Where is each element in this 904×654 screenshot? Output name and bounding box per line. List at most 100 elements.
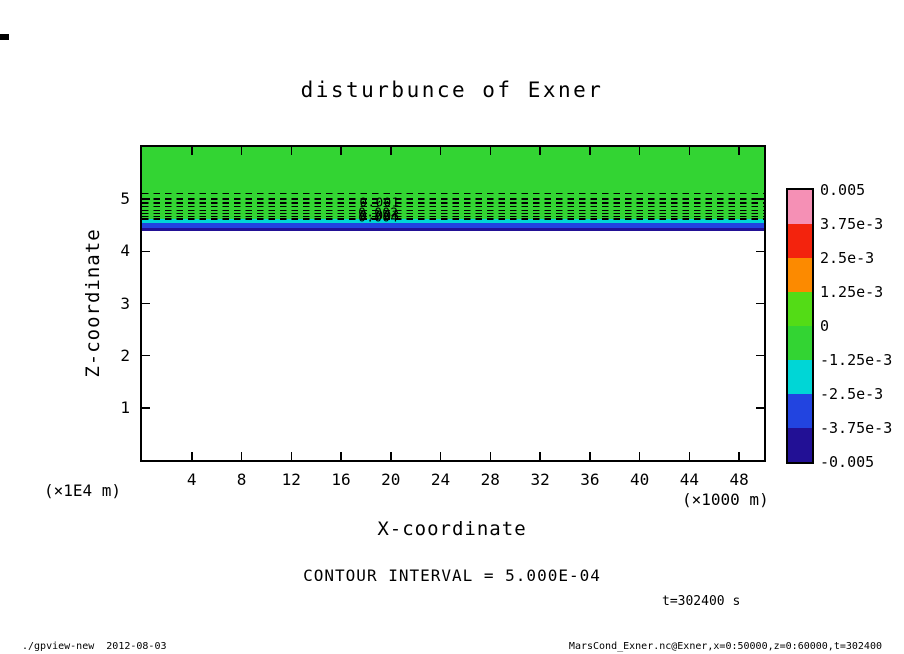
dashed-contour-line (142, 198, 764, 200)
tone-band (142, 230, 764, 460)
x-tick-mark (439, 452, 442, 460)
y-tick-mark (756, 250, 764, 253)
dashed-contour-line (142, 215, 764, 218)
y-tick-mark (142, 354, 150, 357)
x-tick-mark (738, 452, 740, 460)
x-tick-label: 32 (530, 470, 550, 489)
y-tick-label: 3 (120, 293, 130, 313)
colorbar-tick-label: 0 (820, 317, 830, 335)
colorbar (786, 188, 814, 464)
x-tick-mark (589, 452, 591, 460)
footer-tool-version: ./gpview-new 2012-08-03 (22, 641, 167, 652)
x-tick-mark (290, 147, 293, 155)
x-tick-mark (489, 147, 492, 155)
colorbar-segment (788, 258, 812, 292)
y-axis-unit-note: (×1E4 m) (44, 481, 122, 500)
x-tick-mark (191, 147, 193, 155)
y-tick-label: 1 (120, 397, 130, 417)
colorbar-tick-label: 1.25e-3 (820, 283, 884, 301)
chart-title: disturbunce of Exner (300, 78, 604, 102)
y-tick-label: 4 (120, 241, 130, 261)
y-tick-label: 2 (120, 345, 130, 365)
contour-label: 0.001 (359, 194, 400, 210)
x-tick-mark (340, 452, 342, 460)
x-tick-mark (340, 147, 342, 155)
x-tick-mark (390, 452, 392, 460)
colorbar-segment (788, 428, 812, 462)
colorbar-tick-label: 2.5e-3 (820, 249, 875, 267)
colorbar-tick-label: -0.005 (820, 453, 875, 471)
x-tick-mark (589, 147, 591, 155)
time-annotation: t=302400 s (662, 594, 741, 609)
footer-data-source: MarsCond_Exner.nc@Exner,x=0:50000,z=0:60… (568, 641, 882, 652)
x-tick-mark (290, 452, 293, 460)
x-tick-mark (638, 147, 641, 155)
colorbar-segment (788, 326, 812, 360)
x-tick-label: 20 (381, 470, 401, 489)
plot-area: 0.001 0.002 0.003 0.004 (140, 145, 766, 462)
y-tick-mark (142, 302, 150, 305)
x-tick-label: 48 (729, 470, 749, 489)
x-tick-label: 40 (629, 470, 650, 489)
y-tick-mark (756, 407, 764, 409)
x-tick-label: 36 (580, 470, 600, 489)
y-tick-mark (756, 354, 764, 357)
dashed-contour-line (142, 202, 764, 204)
y-tick-mark (142, 250, 150, 253)
colorbar-segment (788, 224, 812, 258)
x-tick-label: 24 (430, 470, 451, 489)
tone-band (142, 227, 764, 231)
dashed-contour-line (142, 212, 764, 215)
y-tick-mark (756, 302, 764, 305)
y-tick-label: 5 (120, 189, 130, 209)
dashed-contour-line (142, 209, 764, 211)
x-tick-mark (688, 147, 691, 155)
contour-interval-note: CONTOUR INTERVAL = 5.000E-04 (303, 566, 601, 585)
y-tick-mark (142, 407, 150, 409)
x-tick-mark (688, 452, 691, 460)
x-tick-mark (240, 452, 243, 460)
x-tick-mark (390, 147, 392, 155)
colorbar-segment (788, 292, 812, 326)
y-tick-mark (756, 198, 764, 200)
stray-mark (0, 34, 9, 40)
x-tick-mark (489, 452, 492, 460)
x-tick-mark (539, 147, 541, 155)
colorbar-tick-label: 0.005 (820, 181, 866, 199)
tone-bands-layer (142, 147, 764, 460)
x-axis-label: X-coordinate (377, 518, 527, 540)
contour-label: 0.002 (358, 204, 399, 220)
contour-lines-layer (142, 147, 764, 460)
dashed-contour-line (142, 192, 764, 195)
colorbar-tick-label: -1.25e-3 (820, 351, 893, 369)
colorbar-tick-label: 3.75e-3 (820, 215, 884, 233)
colorbar-segment (788, 360, 812, 394)
colorbar-tick-label: -2.5e-3 (820, 385, 884, 403)
dashed-contour-line (142, 218, 764, 220)
x-tick-mark (439, 147, 442, 155)
x-tick-mark (638, 452, 641, 460)
contour-label: 0.003 (359, 207, 400, 223)
x-tick-mark (539, 452, 541, 460)
contour-labels-layer: 0.001 0.002 0.003 0.004 (142, 147, 764, 460)
contour-label: 0.004 (358, 209, 399, 225)
x-tick-label: 8 (236, 470, 247, 489)
x-tick-mark (738, 147, 740, 155)
x-tick-mark (191, 452, 193, 460)
x-tick-mark (240, 147, 243, 155)
y-tick-mark (142, 198, 150, 200)
x-tick-label: 12 (281, 470, 301, 489)
colorbar-tick-label: -3.75e-3 (820, 419, 893, 437)
x-tick-label: 44 (679, 470, 699, 489)
x-tick-label: 28 (480, 470, 500, 489)
x-tick-label: 4 (186, 470, 197, 489)
colorbar-segment (788, 394, 812, 428)
x-axis-unit-note: (×1000 m) (682, 490, 769, 509)
axis-ticks-layer (142, 147, 764, 460)
colorbar-segment (788, 190, 812, 224)
dashed-contour-line (142, 205, 764, 208)
tone-band (142, 218, 764, 224)
tone-band (142, 223, 764, 228)
x-tick-label: 16 (331, 470, 351, 489)
